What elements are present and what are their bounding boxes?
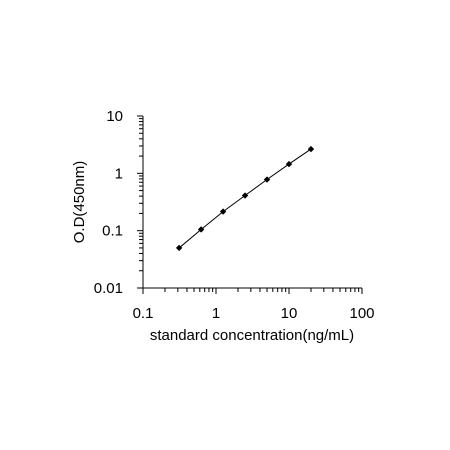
y-tick-label: 0.1 [102, 223, 123, 240]
x-tick-label: 10 [281, 305, 298, 322]
x-axis-title: standard concentration(ng/mL) [150, 327, 354, 344]
data-point [307, 145, 315, 153]
x-axis-ticks [142, 288, 363, 294]
y-axis-ticks [137, 115, 143, 289]
plot-area: 0.1 1 10 100 0.01 0.1 1 10 [94, 108, 375, 322]
series-layer [175, 145, 315, 252]
data-point [197, 226, 205, 233]
data-point [263, 176, 271, 183]
y-tick-label: 1 [115, 165, 123, 182]
x-tick-label: 1 [212, 305, 220, 322]
x-tick-label: 100 [349, 305, 374, 322]
data-point [175, 244, 183, 252]
x-tick-label: 0.1 [133, 305, 154, 322]
data-point [219, 208, 227, 215]
data-point [241, 192, 249, 199]
x-tick-labels: 0.1 1 10 100 [133, 305, 375, 322]
y-tick-label: 10 [106, 108, 123, 125]
y-tick-label: 0.01 [94, 280, 123, 297]
y-axis-title: O.D(450nm) [71, 161, 88, 244]
data-point [285, 160, 293, 168]
y-tick-labels: 0.01 0.1 1 10 [94, 108, 123, 297]
